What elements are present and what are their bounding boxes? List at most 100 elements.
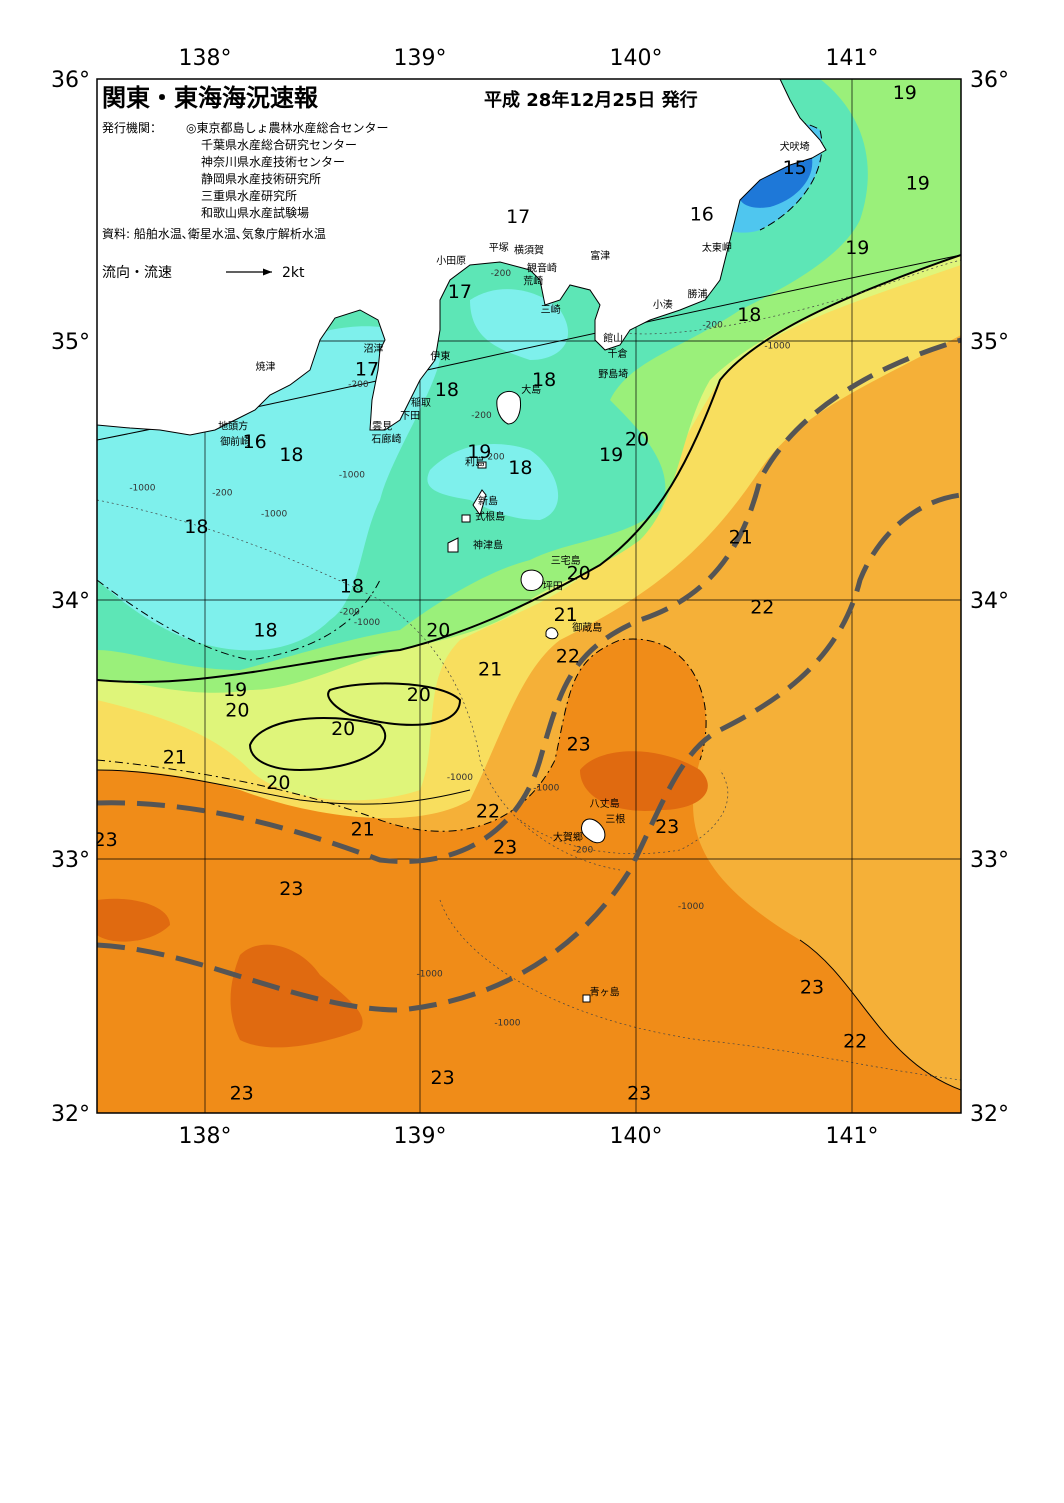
depth-label: -1000 bbox=[494, 1019, 520, 1029]
issuer-3: 神奈川県水産技術センター bbox=[201, 154, 345, 169]
depth-label: -1000 bbox=[354, 618, 380, 628]
isotherm-label: 18 bbox=[279, 444, 303, 466]
isotherm-label: 22 bbox=[556, 646, 580, 668]
isotherm-label: 16 bbox=[243, 431, 267, 453]
lon-bottom-140: 140° bbox=[610, 1124, 663, 1149]
isotherm-label: 23 bbox=[94, 829, 118, 851]
place-label: 八丈島 bbox=[590, 797, 620, 810]
isotherm-label: 19 bbox=[906, 172, 930, 194]
isotherm-label: 18 bbox=[253, 620, 277, 642]
temp-band-15 bbox=[738, 155, 813, 208]
isotherm-label: 15 bbox=[783, 157, 807, 179]
issuer-4: 静岡県水産技術研究所 bbox=[201, 171, 321, 186]
depth-label: -200 bbox=[491, 269, 512, 279]
place-label: 犬吠埼 bbox=[780, 140, 810, 153]
temp-band-24 bbox=[580, 751, 708, 811]
isotherm-label: 22 bbox=[476, 801, 500, 823]
lat-right-32: 32° bbox=[970, 1102, 1009, 1127]
isotherm-label: 23 bbox=[431, 1067, 455, 1089]
place-label: 小田原 bbox=[436, 255, 466, 267]
place-label: 利島 bbox=[465, 456, 485, 469]
depth-label: -1000 bbox=[339, 471, 365, 481]
place-label: 富津 bbox=[590, 249, 610, 262]
isotherm-label: 21 bbox=[729, 527, 753, 549]
place-label: 稲取 bbox=[411, 397, 431, 409]
lat-left-32: 32° bbox=[51, 1102, 90, 1127]
depth-labels: -200-200-1000-200-200-1000-1000-200-1000… bbox=[129, 269, 790, 1029]
isotherm-label: 20 bbox=[225, 700, 249, 722]
isotherm-label: 20 bbox=[567, 563, 591, 585]
isotherm-label: 21 bbox=[478, 658, 502, 680]
place-label: 平塚 bbox=[489, 242, 509, 254]
depth-label: -200 bbox=[702, 321, 723, 331]
place-label: 神津島 bbox=[473, 538, 503, 551]
isotherm-label: 17 bbox=[448, 281, 472, 303]
place-label: 新島 bbox=[478, 494, 498, 507]
hachijojima-island bbox=[581, 818, 606, 844]
isotherm-label: 23 bbox=[627, 1082, 651, 1104]
place-label: 勝浦 bbox=[688, 288, 708, 301]
isotherm-label: 19 bbox=[845, 237, 869, 259]
place-label: 観音崎 bbox=[527, 262, 557, 275]
lat-left-33: 33° bbox=[51, 848, 90, 873]
depth-label: -1000 bbox=[261, 509, 287, 519]
legend-scale: 2kt bbox=[282, 265, 305, 281]
data-source: 資料: 船舶水温､衛星水温､気象庁解析水温 bbox=[102, 226, 326, 241]
legend-arrowhead bbox=[263, 268, 272, 276]
place-label: 小湊 bbox=[653, 298, 673, 311]
depth-label: -200 bbox=[339, 608, 360, 618]
depth-label: -1000 bbox=[417, 969, 443, 979]
place-label: 下田 bbox=[400, 411, 420, 422]
lat-left-36: 36° bbox=[51, 68, 90, 93]
lon-top-139: 139° bbox=[394, 46, 447, 71]
isotherm-label: 21 bbox=[554, 604, 578, 626]
depth-label: -1000 bbox=[447, 773, 473, 783]
depth-label: -200 bbox=[348, 380, 369, 390]
lon-bottom-141: 141° bbox=[826, 1124, 879, 1149]
header: 関東・東海海況速報 平成 28年12月25日 発行 bbox=[102, 84, 698, 112]
info-block: 発行機関： ◎東京都島しょ農林水産総合センター 千葉県水産総合研究センター 神奈… bbox=[102, 120, 388, 241]
isotherm-label: 23 bbox=[567, 733, 591, 755]
depth-label: -1000 bbox=[678, 902, 704, 912]
place-label: 沼津 bbox=[364, 342, 384, 355]
issue-date: 平成 28年12月25日 発行 bbox=[484, 89, 698, 111]
isotherm-label: 19 bbox=[223, 679, 247, 701]
place-label: 御蔵島 bbox=[572, 621, 602, 634]
lat-right-35: 35° bbox=[970, 330, 1009, 355]
place-label: 千倉 bbox=[608, 347, 628, 360]
kuroshio-current-axis bbox=[97, 337, 961, 1013]
isotherm-label: 23 bbox=[800, 976, 824, 998]
legend: 流向・流速 2kt bbox=[102, 265, 305, 281]
place-label: 大賀郷 bbox=[553, 830, 583, 843]
lat-left-35: 35° bbox=[51, 330, 90, 355]
place-label: 雲見 bbox=[372, 420, 392, 432]
isotherm-label: 23 bbox=[493, 837, 517, 859]
place-label: 石廊崎 bbox=[371, 432, 401, 445]
depth-label: -1000 bbox=[129, 483, 155, 493]
issuer-1: ◎東京都島しょ農林水産総合センター bbox=[186, 120, 388, 135]
depth-label: -200 bbox=[573, 845, 594, 855]
place-label: 式根島 bbox=[475, 510, 505, 523]
temp-band-24c bbox=[230, 944, 363, 1048]
isotherm-label: 20 bbox=[426, 620, 450, 642]
isotherm-label: 23 bbox=[230, 1082, 254, 1104]
place-label: 野島埼 bbox=[598, 368, 628, 381]
place-label: 地頭方 bbox=[218, 419, 248, 432]
temp-band-17b bbox=[427, 444, 559, 520]
land bbox=[97, 79, 827, 1003]
isotherm-label: 18 bbox=[340, 576, 364, 598]
kozushima-island bbox=[447, 537, 459, 553]
oshima-island bbox=[496, 391, 521, 425]
issuer-2: 千葉県水産総合研究センター bbox=[201, 137, 357, 152]
isotherm-label: 19 bbox=[599, 444, 623, 466]
issuer-5: 三重県水産研究所 bbox=[201, 188, 297, 203]
place-label: 大島 bbox=[521, 383, 541, 396]
place-label: 三根 bbox=[605, 812, 625, 825]
depth-label: -1000 bbox=[533, 783, 559, 793]
depth-label: -1000 bbox=[764, 341, 790, 351]
place-label: 荒崎 bbox=[523, 275, 543, 288]
lon-top-138: 138° bbox=[179, 46, 232, 71]
axis-labels: 138° 139° 140° 141° 138° 139° 140° 141° … bbox=[51, 46, 1009, 1149]
